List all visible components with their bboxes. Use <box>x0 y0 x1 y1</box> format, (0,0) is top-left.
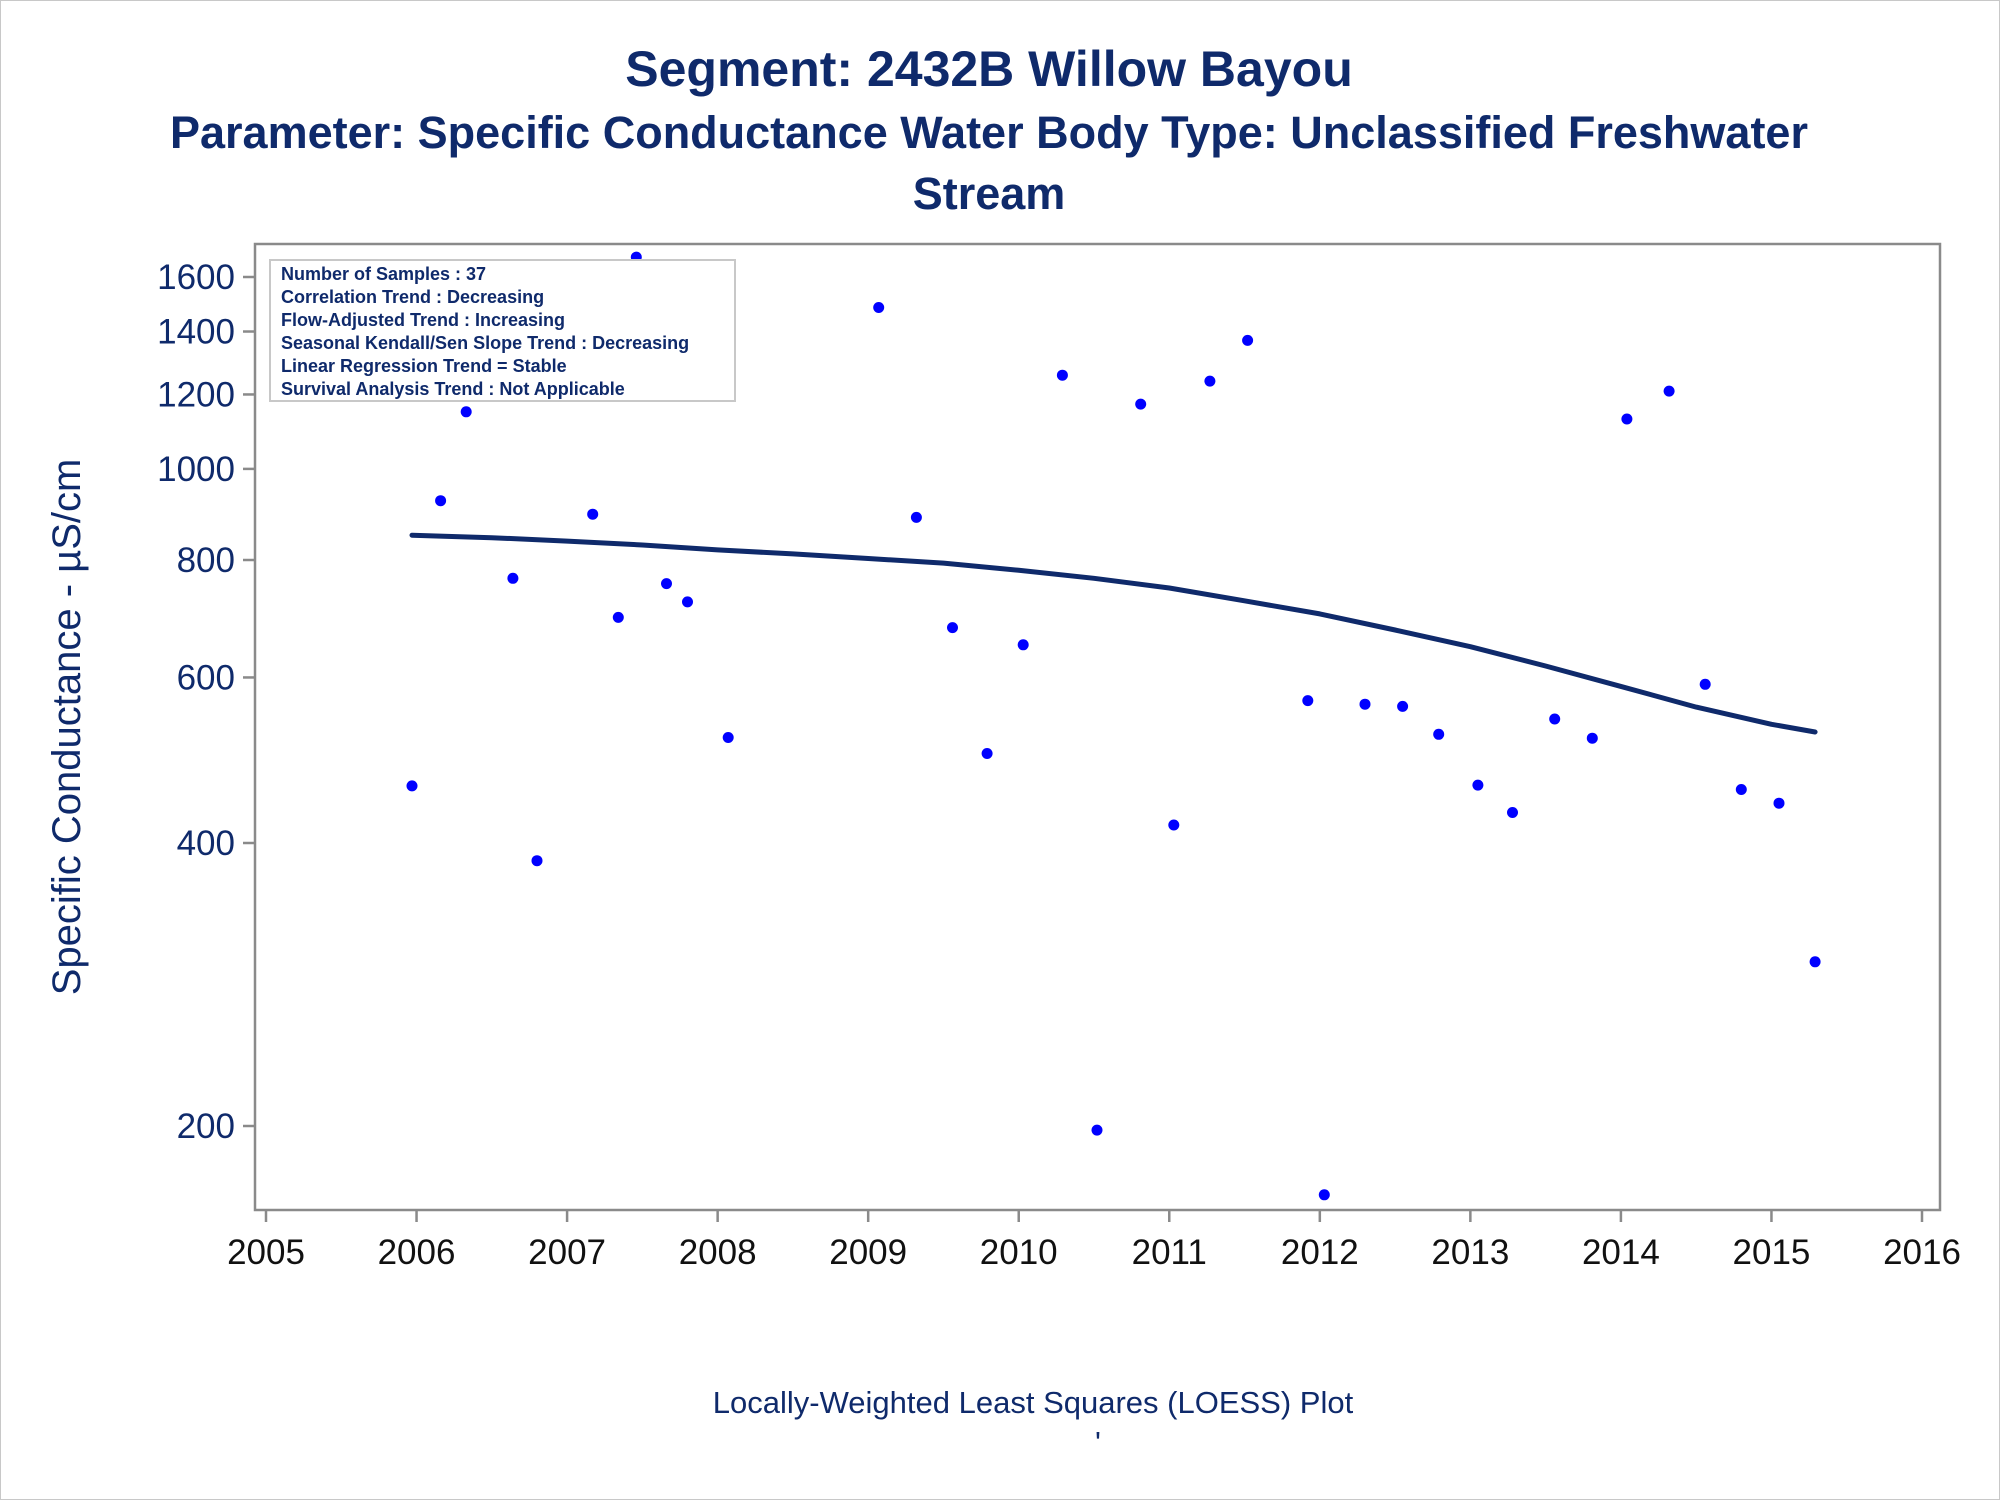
plot-area-frame <box>253 242 1942 1212</box>
footnote-mark: ' <box>1095 1425 1101 1460</box>
data-point <box>661 578 672 590</box>
x-tick-label: 2011 <box>1132 1233 1207 1272</box>
data-point <box>1809 956 1821 968</box>
data-point <box>682 596 693 608</box>
data-point <box>1091 1124 1103 1136</box>
data-point <box>1472 779 1484 791</box>
data-point <box>981 748 993 759</box>
data-point <box>1359 698 1371 710</box>
data-point <box>1735 784 1747 795</box>
data-point <box>1773 797 1785 809</box>
data-point <box>1204 375 1216 387</box>
y-axis: 200 400 600 800 1000 1200 1400 1600 <box>157 258 255 1146</box>
data-point <box>1302 695 1314 707</box>
data-point <box>1168 819 1180 831</box>
chart-footnote: Locally-Weighted Least Squares (LOESS) P… <box>713 1385 1354 1420</box>
chart-subtitle-line-1: Parameter: Specific Conductance Water Bo… <box>170 107 1808 158</box>
y-tick-label: 1000 <box>157 450 235 489</box>
stats-line-linear-regression: Linear Regression Trend = Stable <box>281 356 567 376</box>
data-point <box>507 572 519 584</box>
x-tick-label: 2010 <box>980 1233 1058 1272</box>
data-point <box>947 622 958 634</box>
stats-line-correlation: Correlation Trend : Decreasing <box>281 287 544 307</box>
x-tick-label: 2014 <box>1582 1233 1660 1272</box>
chart-title: Segment: 2432B Willow Bayou <box>625 41 1353 97</box>
data-point <box>873 302 885 313</box>
data-point <box>1663 385 1675 397</box>
data-point <box>1017 639 1029 651</box>
stats-line-samples: Number of Samples : 37 <box>281 264 486 284</box>
data-point <box>406 780 418 792</box>
y-tick-label: 1600 <box>157 258 235 297</box>
x-tick-label: 2008 <box>679 1233 757 1272</box>
x-axis: 2005 2006 2007 2008 2009 2010 2011 2012 2013 2014… <box>227 1210 1961 1272</box>
y-tick-label: 400 <box>177 824 235 863</box>
stats-line-flow-adjusted: Flow-Adjusted Trend : Increasing <box>281 310 565 330</box>
x-tick-label: 2016 <box>1883 1233 1961 1272</box>
loess-trend-line <box>409 532 1818 735</box>
x-tick-label: 2007 <box>528 1233 606 1272</box>
data-point <box>587 508 599 520</box>
data-point <box>1586 732 1598 744</box>
y-tick-label: 200 <box>177 1107 235 1146</box>
x-tick-label: 2006 <box>378 1233 456 1272</box>
x-tick-label: 2005 <box>227 1233 305 1272</box>
data-point <box>460 406 472 418</box>
stats-line-survival: Survival Analysis Trend : Not Applicable <box>281 379 625 399</box>
data-point <box>1318 1189 1330 1201</box>
data-point <box>1056 369 1068 381</box>
x-tick-label: 2013 <box>1431 1233 1509 1272</box>
y-tick-label: 800 <box>177 541 235 580</box>
stats-box: Number of Samples : 37 Correlation Trend… <box>269 259 736 402</box>
data-point <box>1135 398 1147 410</box>
data-point <box>910 511 922 523</box>
x-tick-label: 2009 <box>829 1233 907 1272</box>
data-point <box>1621 413 1633 425</box>
data-point <box>1507 807 1518 818</box>
chart-subtitle-line-2: Stream <box>913 168 1066 219</box>
data-point <box>1397 700 1409 712</box>
x-tick-label: 2015 <box>1733 1233 1811 1272</box>
data-point <box>1242 334 1254 346</box>
data-point <box>435 495 447 507</box>
data-point <box>722 732 734 743</box>
series-layer <box>406 251 1821 1201</box>
stats-box-frame <box>269 259 736 402</box>
y-tick-label: 1200 <box>157 375 235 414</box>
data-point <box>1699 678 1711 690</box>
y-axis-label: Specific Conductance - µS/cm <box>45 459 89 996</box>
stats-line-seasonal-kendall: Seasonal Kendall/Sen Slope Trend : Decre… <box>281 333 689 353</box>
data-point <box>531 855 543 867</box>
y-tick-label: 600 <box>177 658 235 697</box>
y-tick-label: 1400 <box>157 313 235 352</box>
data-point <box>1433 728 1445 740</box>
x-tick-label: 2012 <box>1281 1233 1359 1272</box>
data-point <box>612 611 624 623</box>
data-point <box>1549 713 1561 725</box>
